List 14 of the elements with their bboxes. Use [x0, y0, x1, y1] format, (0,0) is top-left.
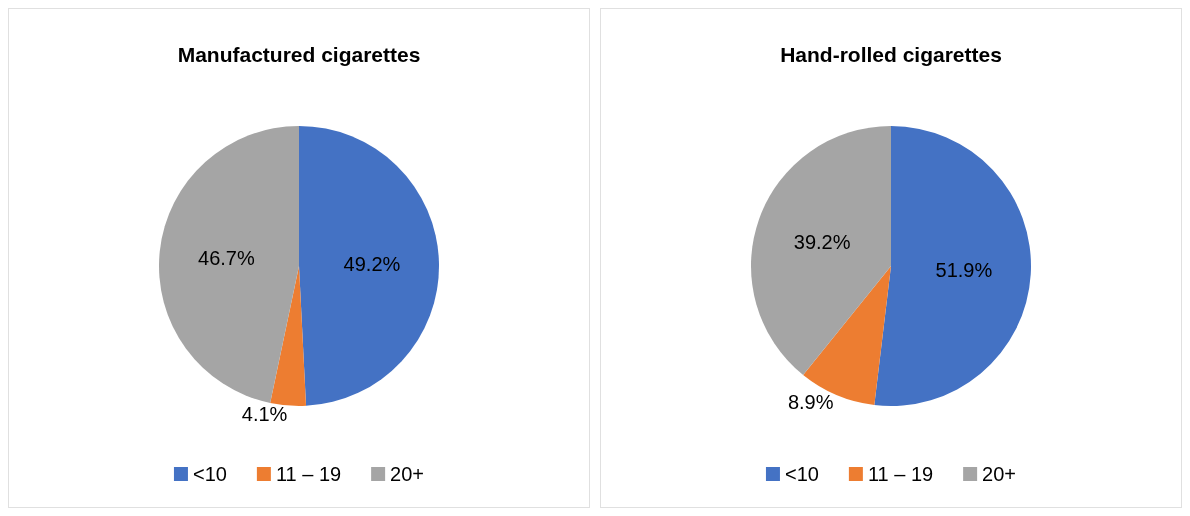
- data-label: 46.7%: [198, 247, 255, 270]
- legend-label: 11 – 19: [275, 463, 342, 485]
- data-label: 4.1%: [241, 402, 288, 425]
- data-label: 49.2%: [343, 253, 401, 276]
- legend-label: 11 – 19: [867, 463, 934, 485]
- legend-label: 20+: [390, 463, 425, 485]
- data-label: 51.9%: [935, 259, 993, 282]
- data-label: 8.9%: [787, 391, 834, 414]
- chart-title: Hand-rolled cigarettes: [780, 43, 1002, 66]
- legend-label: <10: [784, 463, 819, 485]
- chart-title: Manufactured cigarettes: [177, 43, 421, 66]
- data-label: 39.2%: [793, 230, 851, 253]
- legend-label: 20+: [982, 463, 1017, 485]
- legend-label: <10: [192, 463, 227, 485]
